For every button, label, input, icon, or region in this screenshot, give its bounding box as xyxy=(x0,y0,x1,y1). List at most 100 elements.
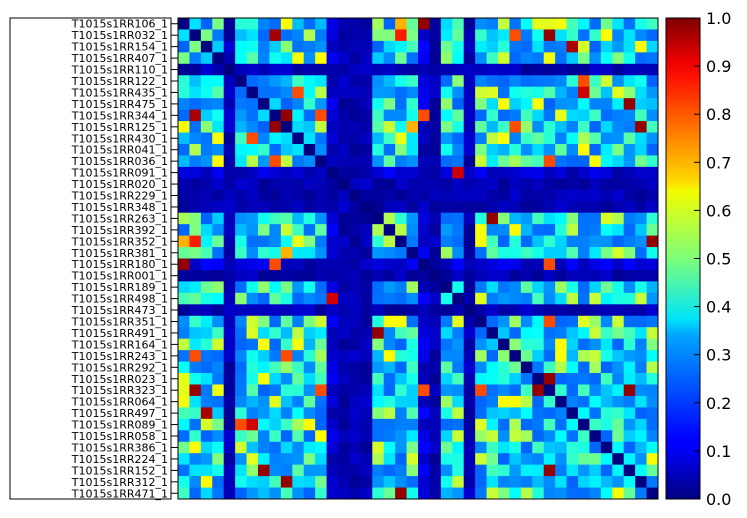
heatmap-cell xyxy=(372,121,385,133)
heatmap-cell xyxy=(349,258,362,271)
heatmap-cell xyxy=(223,143,236,156)
heatmap-cell xyxy=(280,166,293,179)
heatmap-cell xyxy=(326,86,339,99)
heatmap-cell xyxy=(520,361,533,374)
heatmap-cell xyxy=(578,166,590,179)
heatmap-cell xyxy=(429,212,442,225)
heatmap-cell xyxy=(429,476,442,488)
row-label: T1015s1RR323_1 xyxy=(71,384,168,397)
heatmap-cell xyxy=(532,224,545,236)
heatmap-cell xyxy=(212,361,225,374)
heatmap-cell xyxy=(475,373,487,385)
heatmap-cell xyxy=(452,29,465,42)
heatmap-cell xyxy=(360,29,373,42)
heatmap-cell xyxy=(646,464,659,477)
heatmap-cell xyxy=(600,487,613,500)
heatmap-cell xyxy=(246,86,259,99)
heatmap-cell xyxy=(189,327,202,340)
colorbar-tick-label: 0.5 xyxy=(706,250,731,269)
heatmap-cell xyxy=(360,166,373,179)
heatmap-cell xyxy=(475,189,487,202)
heatmap-cell xyxy=(612,304,625,317)
heatmap-cell xyxy=(520,418,533,431)
heatmap-cell xyxy=(372,18,385,30)
heatmap-cell xyxy=(338,247,350,259)
heatmap-cell xyxy=(612,18,625,30)
heatmap-cell xyxy=(418,464,430,477)
row-label: T1015s1RR352_1 xyxy=(71,235,168,248)
heatmap-cell xyxy=(418,18,430,30)
heatmap-cell xyxy=(246,155,259,168)
colorbar-tick-label: 0.8 xyxy=(706,105,731,124)
heatmap-cell xyxy=(292,292,305,305)
heatmap-cell xyxy=(612,453,625,466)
heatmap-cell xyxy=(360,281,373,294)
heatmap-cell xyxy=(418,338,430,351)
heatmap-cell xyxy=(452,373,465,385)
heatmap-cell xyxy=(258,453,270,466)
heatmap-cell xyxy=(395,178,407,191)
heatmap-cell xyxy=(360,327,373,340)
heatmap-cell xyxy=(600,430,613,443)
heatmap-cell xyxy=(360,418,373,431)
heatmap-cell xyxy=(383,86,396,99)
heatmap-cell xyxy=(418,327,430,340)
heatmap-cell xyxy=(635,201,647,214)
heatmap-cell xyxy=(509,281,522,294)
heatmap-cell xyxy=(178,476,190,488)
colorbar-tick-label: 0.0 xyxy=(706,490,731,509)
heatmap-cell xyxy=(429,98,442,111)
heatmap-cell xyxy=(223,109,236,122)
heatmap-cell xyxy=(280,224,293,236)
heatmap-cell xyxy=(635,327,647,340)
heatmap-cell xyxy=(452,453,465,466)
heatmap-cell xyxy=(315,235,327,248)
heatmap-cell xyxy=(440,441,453,454)
heatmap-cell xyxy=(315,281,327,294)
heatmap-cell xyxy=(383,384,396,397)
heatmap-cell xyxy=(280,132,293,145)
heatmap-cell xyxy=(235,109,247,122)
heatmap-cell xyxy=(612,418,625,431)
heatmap-cell xyxy=(600,247,613,259)
heatmap-cell xyxy=(406,155,419,168)
heatmap-cell xyxy=(178,18,190,30)
heatmap-cell xyxy=(475,201,487,214)
heatmap-cell xyxy=(612,476,625,488)
heatmap-cell xyxy=(486,315,499,328)
heatmap-cell xyxy=(566,121,579,133)
heatmap-cell xyxy=(498,407,510,420)
heatmap-cell xyxy=(486,98,499,111)
row-label: T1015s1RR263_1 xyxy=(71,212,168,225)
heatmap-cell xyxy=(635,109,647,122)
heatmap-cell xyxy=(178,121,190,133)
heatmap-cell xyxy=(349,18,362,30)
heatmap-cell xyxy=(532,258,545,271)
heatmap-cell xyxy=(509,292,522,305)
heatmap-cell xyxy=(395,373,407,385)
heatmap-cell xyxy=(429,487,442,500)
heatmap-cell xyxy=(543,29,556,42)
heatmap-cell xyxy=(258,476,270,488)
row-label: T1015s1RR473_1 xyxy=(71,304,168,317)
heatmap-cell xyxy=(635,430,647,443)
heatmap-cell xyxy=(315,86,327,99)
heatmap-cell xyxy=(589,258,602,271)
heatmap-cell xyxy=(498,361,510,374)
heatmap-cell xyxy=(360,350,373,362)
heatmap-cell xyxy=(600,143,613,156)
heatmap-cell xyxy=(543,63,556,76)
heatmap-cell xyxy=(372,166,385,179)
heatmap-cell xyxy=(623,235,636,248)
heatmap-cell xyxy=(555,281,567,294)
heatmap-cell xyxy=(623,361,636,374)
heatmap-cell xyxy=(303,441,316,454)
heatmap-cell xyxy=(578,327,590,340)
heatmap-cell xyxy=(395,464,407,477)
heatmap-cell xyxy=(463,143,476,156)
heatmap-cell xyxy=(383,281,396,294)
heatmap-cell xyxy=(212,269,225,282)
heatmap-cell xyxy=(440,430,453,443)
heatmap-cell xyxy=(372,281,385,294)
heatmap-cell xyxy=(475,29,487,42)
